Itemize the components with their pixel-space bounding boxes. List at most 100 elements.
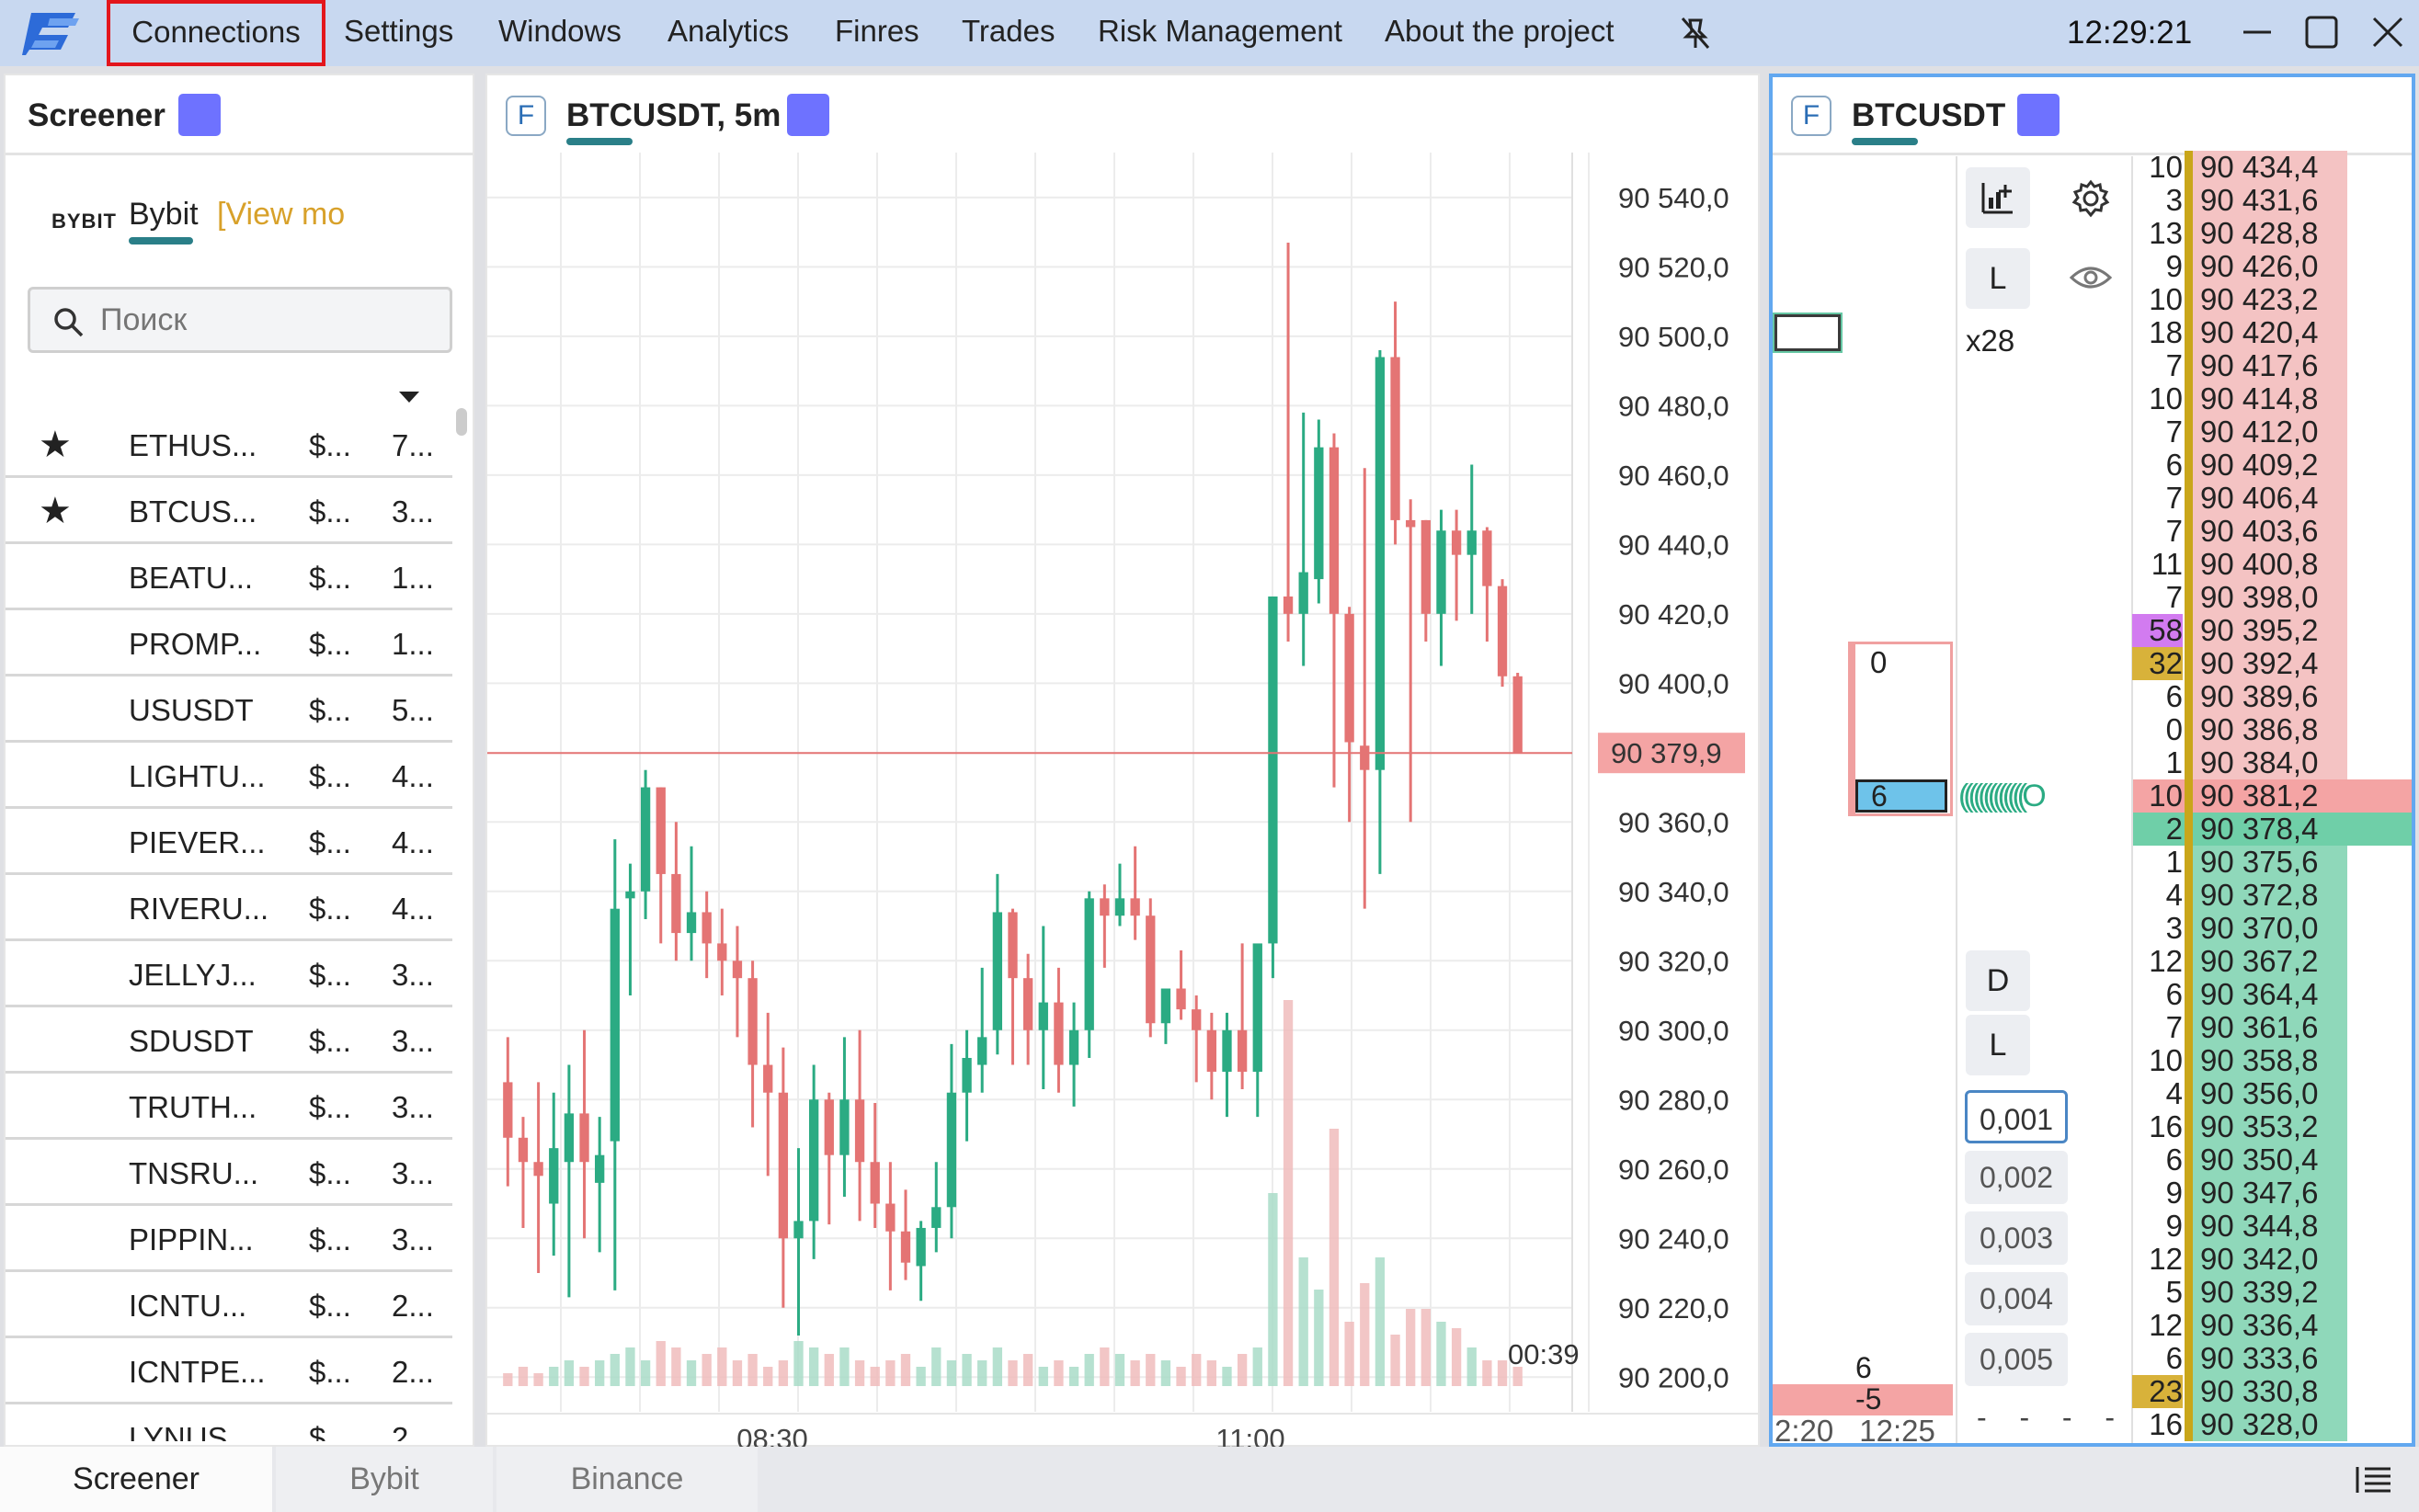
add-indicator-button[interactable] [1966, 167, 2030, 228]
eye-icon[interactable] [2069, 259, 2113, 296]
candle-body[interactable] [1114, 898, 1125, 916]
bid-row[interactable]: 12 90 367,2 [2132, 945, 2347, 978]
candle-body[interactable] [1268, 596, 1278, 944]
size-button[interactable]: 0,001 [1965, 1090, 2068, 1143]
bottom-tab-bybit[interactable]: Bybit [276, 1447, 493, 1512]
star-icon[interactable]: ★ [39, 425, 72, 465]
ask-row[interactable]: 6 90 389,6 [2132, 680, 2347, 713]
ask-row[interactable]: 13 90 428,8 [2132, 217, 2347, 250]
screener-row[interactable]: LIGHTU... $... 4... [6, 743, 452, 809]
screener-row[interactable]: LYNUS... $... 2... [6, 1404, 452, 1441]
ask-row[interactable]: 7 90 398,0 [2132, 581, 2347, 614]
ask-row[interactable]: 10 90 381,2 [2132, 779, 2347, 813]
gear-icon[interactable] [2071, 178, 2111, 219]
screener-row[interactable]: BEATU... $... 1... [6, 544, 452, 610]
candle-body[interactable] [671, 873, 681, 934]
screener-row[interactable]: TNSRU... $... 3... [6, 1140, 452, 1206]
menu-risk-management[interactable]: Risk Management [1098, 14, 1342, 48]
candle-body[interactable] [1497, 585, 1508, 676]
screener-row[interactable]: JELLYJ... $... 3... [6, 941, 452, 1007]
tab-bybit[interactable]: Bybit [129, 197, 199, 232]
candle-body[interactable] [885, 1203, 896, 1232]
candle-body[interactable] [778, 1092, 789, 1239]
candle-body[interactable] [625, 891, 635, 899]
ask-row[interactable]: 7 90 417,6 [2132, 349, 2347, 382]
size-button[interactable]: 0,002 [1965, 1151, 2068, 1204]
pin-off-icon[interactable] [1677, 15, 1714, 51]
candle-body[interactable] [1252, 943, 1262, 1073]
candle-body[interactable] [1222, 1029, 1232, 1073]
maximize-icon[interactable] [2302, 13, 2341, 51]
candle-body[interactable] [946, 1092, 957, 1208]
cluster-selected-cell[interactable]: 6 [1855, 779, 1947, 813]
candle-body[interactable] [518, 1137, 529, 1163]
candle-body[interactable] [610, 908, 620, 1142]
bid-row[interactable]: 4 90 372,8 [2132, 879, 2347, 912]
candle-body[interactable] [1130, 898, 1140, 916]
candle-body[interactable] [1360, 745, 1370, 770]
ask-row[interactable]: 3 90 431,6 [2132, 184, 2347, 217]
ask-row[interactable]: 6 90 409,2 [2132, 449, 2347, 482]
screener-row[interactable]: RIVERU... $... 4... [6, 875, 452, 941]
star-icon[interactable]: ★ [39, 491, 72, 531]
screener-row[interactable]: TRUTH... $... 3... [6, 1074, 452, 1140]
candle-body[interactable] [1100, 898, 1110, 916]
candle-body[interactable] [1237, 1029, 1248, 1073]
candle-body[interactable] [1038, 1002, 1048, 1030]
candle-body[interactable] [732, 961, 743, 979]
bid-row[interactable]: 2 90 378,4 [2132, 813, 2347, 846]
candle-body[interactable] [1314, 447, 1324, 580]
candle-body[interactable] [763, 1064, 773, 1093]
bid-row[interactable]: 6 90 333,6 [2132, 1342, 2347, 1375]
menu-finres[interactable]: Finres [835, 14, 919, 48]
candle-body[interactable] [717, 943, 727, 961]
candle-body[interactable] [1482, 530, 1492, 586]
screener-row[interactable]: USUSDT $... 5... [6, 676, 452, 743]
ask-row[interactable]: 0 90 386,8 [2132, 713, 2347, 746]
candle-body[interactable] [916, 1227, 926, 1267]
screener-row[interactable]: ICNTPE... $... 2... [6, 1338, 452, 1404]
candle-body[interactable] [1192, 1009, 1202, 1030]
menu-connections[interactable]: Connections [107, 0, 325, 66]
menu-settings[interactable]: Settings [344, 14, 454, 48]
ask-row[interactable]: 7 90 406,4 [2132, 482, 2347, 515]
size-button[interactable]: 0,005 [1965, 1333, 2068, 1386]
candle-body[interactable] [1512, 676, 1523, 753]
close-icon[interactable] [2368, 13, 2407, 51]
candle-body[interactable] [702, 912, 712, 944]
candle-body[interactable] [1084, 898, 1094, 1030]
ask-row[interactable]: 1 90 384,0 [2132, 746, 2347, 779]
ask-row[interactable]: 10 90 414,8 [2132, 382, 2347, 415]
candle-body[interactable] [1390, 357, 1400, 520]
candle-body[interactable] [808, 1099, 819, 1222]
candle-body[interactable] [564, 1113, 575, 1163]
candle-body[interactable] [656, 787, 666, 874]
scrollbar[interactable] [456, 408, 467, 436]
search-box[interactable] [28, 287, 452, 353]
candle-body[interactable] [1176, 988, 1186, 1010]
bid-row[interactable]: 4 90 356,0 [2132, 1077, 2347, 1110]
candle-body[interactable] [992, 912, 1003, 1030]
list-icon[interactable] [2354, 1461, 2394, 1498]
bid-row[interactable]: 6 90 350,4 [2132, 1143, 2347, 1177]
size-button[interactable]: 0,003 [1965, 1211, 2068, 1265]
candle-body[interactable] [1406, 519, 1416, 528]
view-more-link[interactable]: [View mo [217, 197, 346, 232]
menu-trades[interactable]: Trades [962, 14, 1055, 48]
sort-down-icon[interactable] [397, 390, 421, 404]
bottom-tab-screener[interactable]: Screener [0, 1447, 272, 1512]
bid-row[interactable]: 5 90 339,2 [2132, 1276, 2347, 1309]
candle-body[interactable] [1375, 357, 1386, 770]
candle-body[interactable] [1068, 1029, 1079, 1065]
menu-analytics[interactable]: Analytics [668, 14, 790, 48]
menu-about[interactable]: About the project [1385, 14, 1615, 48]
candle-body[interactable] [977, 1037, 987, 1065]
ask-row[interactable]: 7 90 403,6 [2132, 515, 2347, 548]
bid-row[interactable]: 3 90 370,0 [2132, 912, 2347, 945]
candle-body[interactable] [1436, 530, 1446, 614]
candle-body[interactable] [1022, 978, 1033, 1030]
candle-body[interactable] [579, 1113, 589, 1163]
candle-body[interactable] [931, 1207, 941, 1228]
bid-row[interactable]: 16 90 353,2 [2132, 1110, 2347, 1143]
screener-row[interactable]: PROMP... $... 1... [6, 610, 452, 676]
